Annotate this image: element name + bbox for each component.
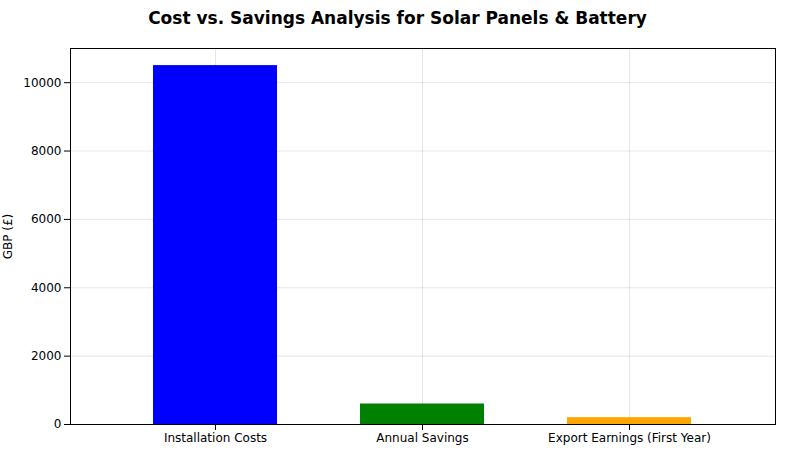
svg-text:10000: 10000: [23, 76, 61, 90]
svg-text:Installation Costs: Installation Costs: [164, 431, 267, 445]
svg-text:8000: 8000: [31, 144, 62, 158]
svg-text:6000: 6000: [31, 212, 62, 226]
svg-text:2000: 2000: [31, 349, 62, 363]
svg-text:Annual Savings: Annual Savings: [376, 431, 468, 445]
html-text:Cost vs. Savings Analysis for: Cost vs. Savings Analysis for Solar Pane…: [148, 8, 647, 28]
svg-text:0: 0: [54, 417, 62, 431]
svg-text:GBP (£): GBP (£): [1, 214, 15, 260]
svg-text:Export Earnings (First Year): Export Earnings (First Year): [548, 431, 711, 445]
svg-text:4000: 4000: [31, 281, 62, 295]
